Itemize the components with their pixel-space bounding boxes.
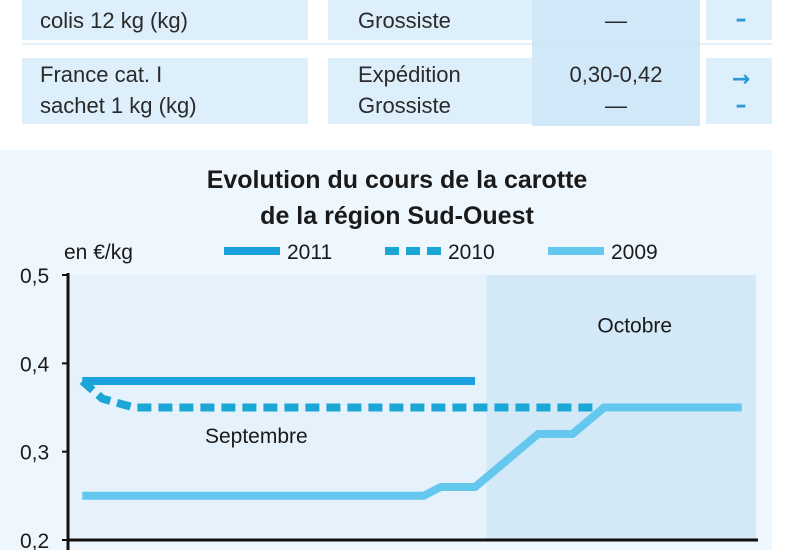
period-label-1: Octobre <box>597 314 672 337</box>
stage-cell: Grossiste <box>358 93 451 118</box>
y-tick-label: 0,5 <box>20 265 49 288</box>
y-tick-label: 0,3 <box>20 442 49 465</box>
trend-icon: – <box>736 93 747 118</box>
y-axis-label: en €/kg <box>64 241 133 264</box>
chart-subtitle: de la région Sud-Ouest <box>260 202 534 230</box>
legend-label-2009: 2009 <box>611 241 658 264</box>
price-table-graphic: colis 12 kg (kg) Grossiste — France cat.… <box>22 0 772 126</box>
product-cell: sachet 1 kg (kg) <box>40 93 197 118</box>
period-label-0: Septembre <box>205 425 308 448</box>
stage-cell: Grossiste <box>358 8 451 33</box>
column-gutter <box>700 0 706 126</box>
price-cell: — <box>605 8 627 33</box>
price-chart-panel: Evolution du cours de la carotte de la r… <box>0 150 772 550</box>
chart-title: Evolution du cours de la carotte <box>207 166 588 194</box>
period-labels: Septembre Octobre <box>205 314 672 447</box>
legend-label-2011: 2011 <box>287 241 332 264</box>
y-tick-label: 0,2 <box>20 530 49 550</box>
price-chart: Evolution du cours de la carotte de la r… <box>20 166 758 550</box>
price-table: colis 12 kg (kg) Grossiste — France cat.… <box>0 0 800 140</box>
product-cell: colis 12 kg (kg) <box>40 8 188 33</box>
column-gutter <box>308 0 328 126</box>
series-line-2009 <box>82 403 742 500</box>
y-tick-label: 0,4 <box>20 353 50 376</box>
legend-label-2010: 2010 <box>448 241 495 264</box>
stage-cell: Expédition <box>358 62 461 87</box>
y-tick-labels: 0,5 0,4 0,3 0,2 <box>20 265 68 550</box>
trend-arrow-icon: → <box>732 67 750 92</box>
price-cell: 0,30-0,42 <box>570 62 663 87</box>
trend-icon: – <box>736 7 747 32</box>
data-series <box>79 377 742 500</box>
chart-axes <box>66 273 758 550</box>
chart-legend: 2011 2010 2009 <box>224 241 658 264</box>
product-cell: France cat. I <box>40 62 162 87</box>
series-line-2010 <box>79 377 599 412</box>
price-cell: — <box>605 93 627 118</box>
price-column-bg <box>532 0 700 126</box>
